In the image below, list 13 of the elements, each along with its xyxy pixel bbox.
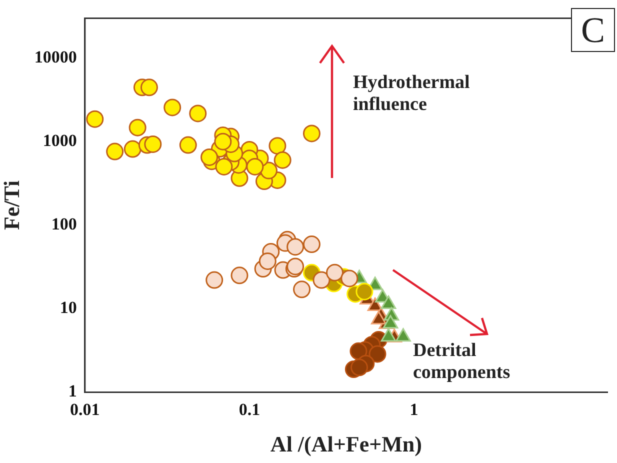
annotation: Detrital components bbox=[413, 340, 512, 384]
y-tick-label: 1 bbox=[68, 382, 77, 401]
x-axis-title: Al /(Al+Fe+Mn) bbox=[270, 431, 422, 456]
x-tick-label: 1 bbox=[410, 400, 418, 419]
x-tick-label: 0.01 bbox=[70, 400, 100, 419]
y-tick-label: 100 bbox=[51, 214, 77, 234]
y-tick-label: 10000 bbox=[34, 47, 77, 66]
y-axis-title: Fe/Ti bbox=[0, 180, 24, 230]
y-tick-label: 1000 bbox=[42, 130, 77, 150]
annotation: C bbox=[570, 8, 615, 52]
annotation: Hydrothermal influence bbox=[353, 72, 471, 116]
y-tick-label: 10 bbox=[60, 298, 77, 318]
x-tick-label: 0.1 bbox=[238, 400, 260, 419]
